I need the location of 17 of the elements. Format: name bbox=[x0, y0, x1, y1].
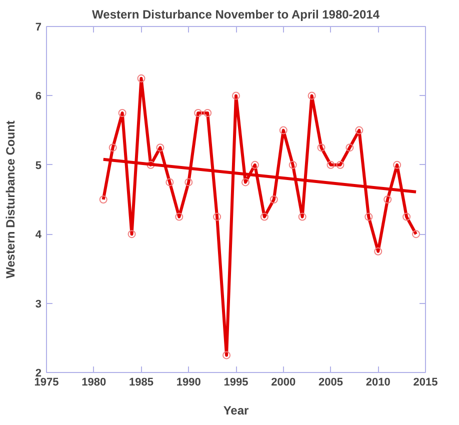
y-tick-label: 6 bbox=[35, 90, 42, 103]
y-tick-label: 5 bbox=[35, 160, 42, 172]
x-tick-label: 1990 bbox=[176, 376, 201, 388]
x-tick-label: 1980 bbox=[82, 376, 106, 388]
y-tick-label: 3 bbox=[35, 298, 42, 310]
x-tick-label: 2015 bbox=[413, 376, 438, 388]
x-tick-label: 2010 bbox=[366, 376, 390, 388]
y-tick-label: 7 bbox=[35, 22, 42, 34]
x-tick-label: 2005 bbox=[318, 376, 343, 388]
chart-title: Western Disturbance November to April 1980-2014 bbox=[92, 8, 380, 22]
x-tick-label: 1985 bbox=[129, 376, 154, 388]
y-axis-title: Western Disturbance Count bbox=[3, 120, 18, 278]
x-tick-label: 1975 bbox=[34, 376, 59, 388]
x-tick-label: 2000 bbox=[271, 376, 296, 388]
y-tick-label: 4 bbox=[35, 229, 42, 242]
x-axis-title: Year bbox=[223, 404, 250, 418]
x-tick-label: 1995 bbox=[224, 376, 248, 388]
